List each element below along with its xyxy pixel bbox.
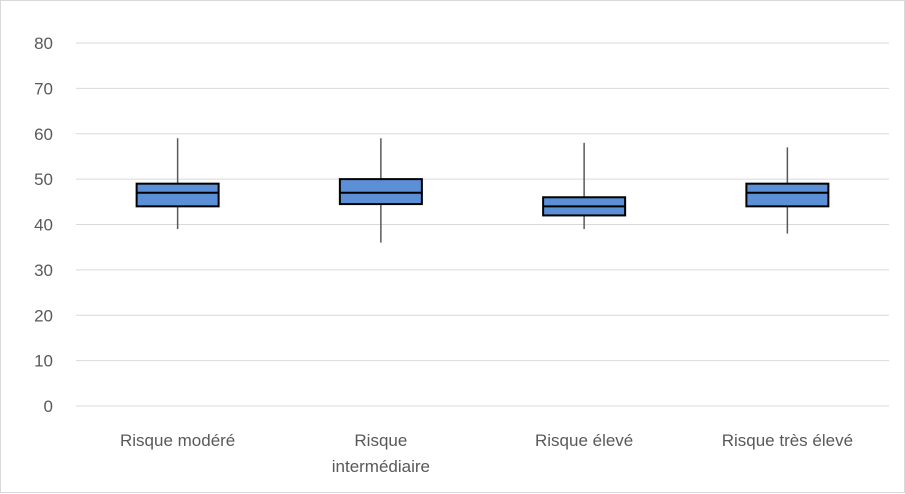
- y-tick-label: 50: [34, 170, 53, 189]
- y-tick-label: 10: [34, 352, 53, 371]
- y-tick-label: 60: [34, 125, 53, 144]
- iqr-box: [745, 182, 830, 208]
- x-category-label: intermédiaire: [332, 457, 430, 476]
- box-3: [542, 142, 627, 230]
- y-tick-label: 70: [34, 79, 53, 98]
- x-category-label: Risque très élevé: [722, 431, 853, 450]
- y-tick-label: 20: [34, 306, 53, 325]
- iqr-box: [135, 182, 220, 208]
- box-4: [745, 147, 830, 234]
- box-1: [135, 138, 220, 230]
- x-category-label: Risque modéré: [120, 431, 235, 450]
- y-tick-label: 40: [34, 216, 53, 235]
- y-tick-label: 0: [44, 397, 53, 416]
- box-2: [338, 138, 423, 243]
- x-category-label: Risque: [354, 431, 407, 450]
- y-tick-label: 30: [34, 261, 53, 280]
- y-tick-label: 80: [34, 34, 53, 53]
- iqr-box: [338, 178, 423, 206]
- x-category-label: Risque élevé: [535, 431, 633, 450]
